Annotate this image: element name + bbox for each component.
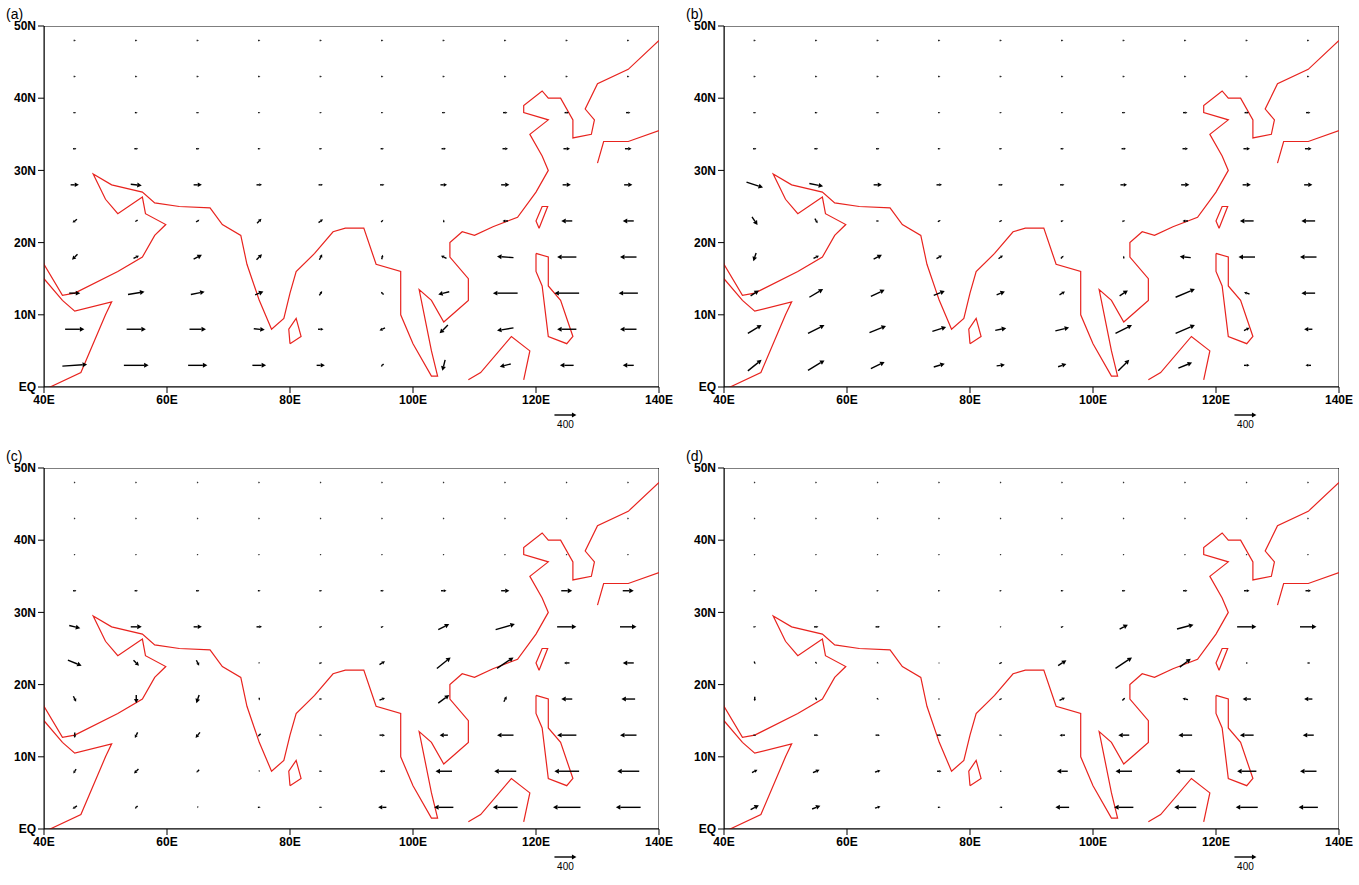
svg-text:50N: 50N [14,19,36,33]
html-text:(a): (a) [6,6,24,22]
svg-text:10N: 10N [14,750,36,764]
svg-text:40N: 40N [694,533,716,547]
svg-text:80E: 80E [279,835,300,849]
svg-text:50N: 50N [694,19,716,33]
html-text:(c): (c) [6,448,23,464]
svg-text:60E: 60E [156,393,177,407]
svg-text:40E: 40E [713,393,734,407]
svg-text:120E: 120E [1202,393,1230,407]
svg-text:40E: 40E [33,835,54,849]
svg-text:400: 400 [1237,861,1254,872]
svg-text:30N: 30N [694,164,716,178]
svg-text:60E: 60E [836,835,857,849]
html-text:(b): (b) [686,6,704,22]
svg-text:50N: 50N [14,461,36,475]
svg-text:80E: 80E [959,835,980,849]
svg-text:120E: 120E [522,393,550,407]
svg-text:400: 400 [557,861,574,872]
svg-text:30N: 30N [694,606,716,620]
svg-text:30N: 30N [14,606,36,620]
svg-text:140E: 140E [645,393,673,407]
svg-text:EQ: EQ [699,380,716,394]
svg-text:30N: 30N [14,164,36,178]
svg-text:EQ: EQ [19,380,36,394]
svg-text:10N: 10N [14,308,36,322]
svg-text:40E: 40E [713,835,734,849]
svg-text:100E: 100E [399,835,427,849]
svg-text:140E: 140E [1325,393,1353,407]
svg-text:40N: 40N [694,91,716,105]
svg-text:140E: 140E [645,835,673,849]
svg-text:40E: 40E [33,393,54,407]
svg-text:20N: 20N [14,678,36,692]
svg-text:20N: 20N [694,678,716,692]
svg-text:EQ: EQ [699,822,716,836]
svg-text:10N: 10N [694,308,716,322]
svg-text:120E: 120E [1202,835,1230,849]
svg-text:80E: 80E [279,393,300,407]
svg-text:60E: 60E [156,835,177,849]
svg-text:50N: 50N [694,461,716,475]
svg-text:40N: 40N [14,533,36,547]
html-text:(d): (d) [686,448,704,464]
svg-text:10N: 10N [694,750,716,764]
svg-text:400: 400 [1237,419,1254,430]
svg-text:80E: 80E [959,393,980,407]
svg-text:20N: 20N [14,236,36,250]
svg-text:100E: 100E [1079,393,1107,407]
svg-text:20N: 20N [694,236,716,250]
svg-text:120E: 120E [522,835,550,849]
svg-text:400: 400 [557,419,574,430]
svg-text:140E: 140E [1325,835,1353,849]
svg-text:100E: 100E [399,393,427,407]
svg-text:100E: 100E [1079,835,1107,849]
svg-text:60E: 60E [836,393,857,407]
svg-text:EQ: EQ [19,822,36,836]
svg-text:40N: 40N [14,91,36,105]
